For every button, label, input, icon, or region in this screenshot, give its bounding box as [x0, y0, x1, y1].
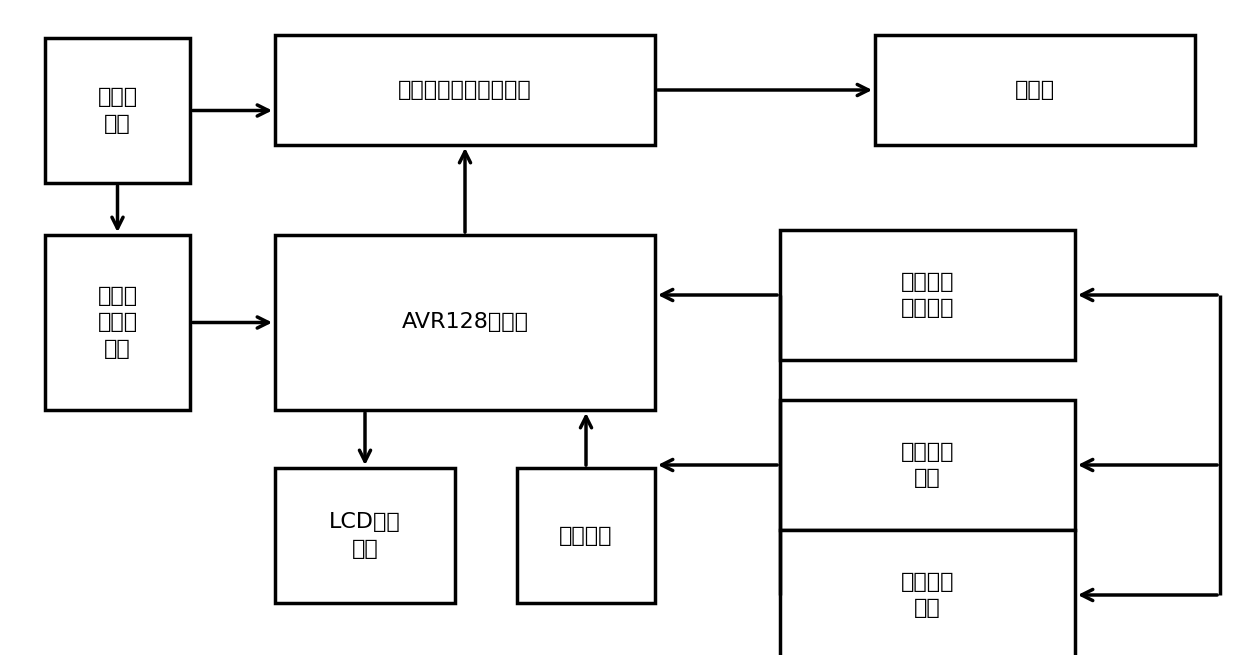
- FancyBboxPatch shape: [780, 400, 1075, 530]
- FancyBboxPatch shape: [275, 235, 655, 410]
- Text: 输出电压
检测电路: 输出电压 检测电路: [900, 272, 955, 318]
- Text: 输入电
压检测
电路: 输入电 压检测 电路: [98, 286, 138, 359]
- Text: 蓄电池: 蓄电池: [1014, 80, 1055, 100]
- Text: 温度检测
电路: 温度检测 电路: [900, 442, 955, 488]
- FancyBboxPatch shape: [780, 230, 1075, 360]
- FancyBboxPatch shape: [275, 35, 655, 145]
- Text: 电量检测
电路: 电量检测 电路: [900, 572, 955, 618]
- FancyBboxPatch shape: [517, 468, 655, 603]
- Text: 恒压限流脉冲充电电路: 恒压限流脉冲充电电路: [398, 80, 532, 100]
- Text: 按键电路: 按键电路: [559, 525, 613, 546]
- Text: LCD显示
电路: LCD显示 电路: [329, 512, 401, 559]
- Text: 光伏电
池板: 光伏电 池板: [98, 87, 138, 134]
- FancyBboxPatch shape: [45, 235, 190, 410]
- FancyBboxPatch shape: [275, 468, 455, 603]
- FancyBboxPatch shape: [875, 35, 1195, 145]
- Text: AVR128单片机: AVR128单片机: [402, 312, 528, 333]
- FancyBboxPatch shape: [45, 38, 190, 183]
- FancyBboxPatch shape: [780, 530, 1075, 655]
